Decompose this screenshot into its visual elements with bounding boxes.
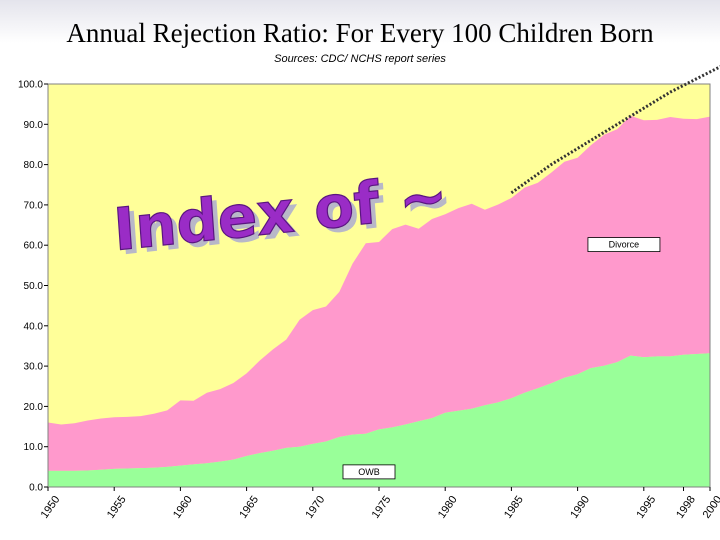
x-tick-label: 1990 [568, 494, 592, 521]
y-tick-label: 30.0 [24, 362, 44, 373]
x-tick-label: 1998 [674, 494, 698, 521]
y-tick-label: 100.0 [18, 80, 43, 91]
series-label-text: OWB [358, 467, 380, 477]
y-axis: 0.0 10.0 20.0 30.0 40.0 50.0 60.0 70.0 80.0 90.0 1… [18, 80, 48, 494]
y-tick-label: 70.0 [24, 200, 44, 211]
series-label-divorce: Divorce [587, 237, 661, 252]
chart-title: Annual Rejection Ratio: For Every 100 Ch… [66, 18, 654, 48]
x-tick-label: 1975 [370, 494, 394, 521]
projection-line [510, 65, 720, 195]
y-tick-label: 20.0 [24, 402, 44, 413]
owb-area [48, 353, 710, 487]
divorce-area [48, 115, 710, 471]
x-tick-label: 1950 [39, 494, 63, 521]
y-tick-label: 10.0 [24, 442, 44, 453]
x-tick-label: 1970 [303, 494, 327, 521]
y-tick-label: 80.0 [24, 160, 44, 171]
x-tick-label: 1995 [634, 494, 658, 521]
x-tick-label: 1965 [237, 494, 261, 521]
x-tick-label: 2000 [701, 494, 720, 521]
x-tick-label: 1985 [502, 494, 526, 521]
x-axis: 1950 1955 1960 1965 1970 1975 1980 1985 1990 1995… [39, 487, 720, 521]
y-tick-label: 60.0 [24, 241, 44, 252]
series-label-owb: OWB [342, 464, 396, 480]
series-label-text: Divorce [609, 240, 640, 250]
y-tick-label: 40.0 [24, 321, 44, 332]
chart-subtitle: Sources: CDC/ NCHS report series [274, 53, 446, 65]
y-tick-label: 90.0 [24, 120, 44, 131]
x-tick-label: 1980 [436, 494, 460, 521]
x-tick-label: 1955 [105, 494, 129, 521]
y-tick-label: 50.0 [24, 281, 44, 292]
x-tick-label: 1960 [171, 494, 195, 521]
y-tick-label: 0.0 [29, 483, 43, 494]
